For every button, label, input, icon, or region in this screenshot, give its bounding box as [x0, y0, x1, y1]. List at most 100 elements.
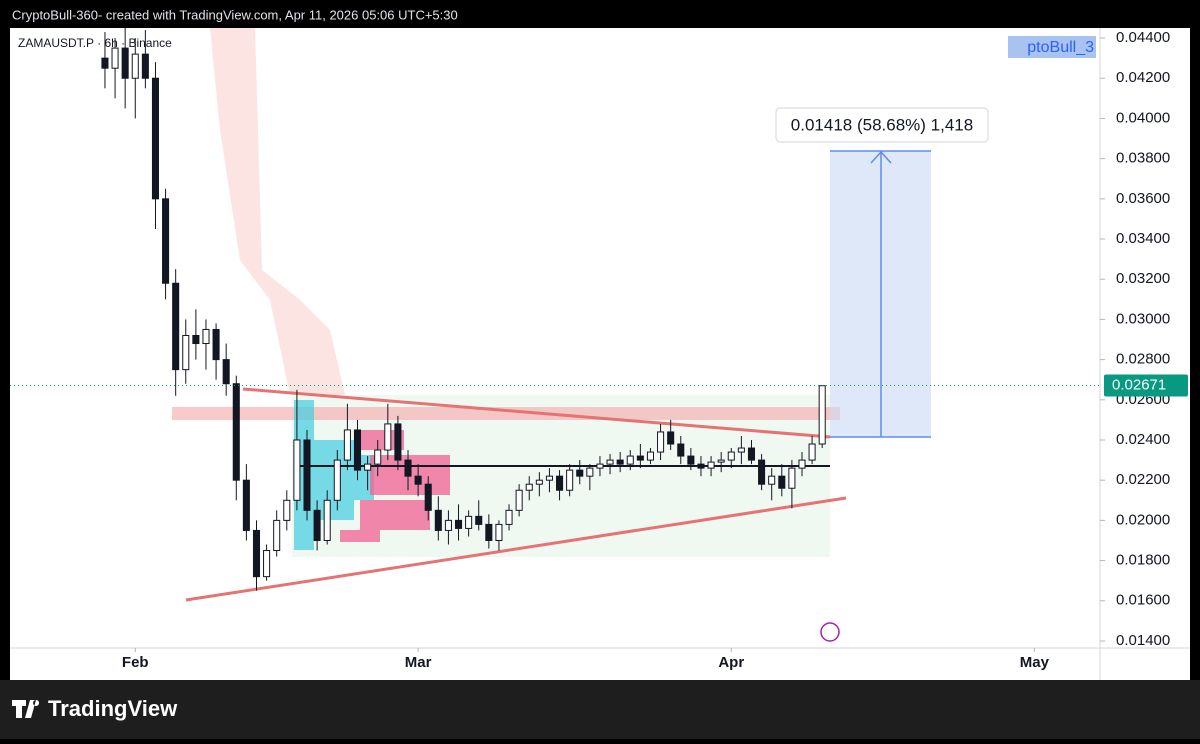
- candle-body: [353, 429, 362, 471]
- candle-body: [202, 328, 210, 345]
- candle-body: [394, 423, 402, 461]
- measure-label: 0.01418 (58.68%) 1,418: [791, 115, 973, 134]
- credit: CryptoBull-360- created with TradingView…: [12, 7, 458, 22]
- candle-body: [293, 439, 301, 501]
- candle-body: [333, 459, 341, 501]
- y-tick-label: 0.03800: [1116, 150, 1170, 167]
- footer-bar: [0, 680, 1200, 739]
- candle-body: [222, 359, 230, 385]
- x-tick-label: Feb: [122, 654, 149, 671]
- y-tick-label: 0.04200: [1116, 69, 1170, 86]
- x-tick-label: Mar: [405, 654, 432, 671]
- event-icon: [820, 622, 840, 642]
- candle-body: [818, 385, 826, 445]
- candle-body: [131, 53, 139, 79]
- candle-body: [667, 431, 675, 445]
- candle-body: [384, 423, 392, 451]
- y-tick-label: 0.02800: [1116, 351, 1170, 368]
- candle-body: [677, 443, 685, 457]
- candle-body: [657, 431, 665, 453]
- candle-body: [162, 198, 170, 284]
- candle-body: [111, 47, 119, 69]
- candle-body: [101, 57, 109, 69]
- candle-body: [707, 461, 715, 469]
- candle-body: [151, 77, 159, 200]
- candle-body: [414, 475, 422, 485]
- last-price-tag: [1104, 374, 1188, 397]
- candle-body: [374, 449, 382, 465]
- candle-body: [606, 459, 614, 465]
- candle-body: [616, 459, 624, 465]
- candle-body: [515, 489, 523, 511]
- candle-body: [212, 328, 220, 361]
- y-tick-label: 0.02000: [1116, 511, 1170, 528]
- candle-body: [343, 429, 351, 461]
- y-tick-label: 0.01800: [1116, 552, 1170, 569]
- last-price-label: 0.02671: [1112, 376, 1166, 393]
- candle-body: [172, 282, 180, 371]
- y-tick-label: 0.03400: [1116, 230, 1170, 247]
- chart-area: [10, 28, 1190, 680]
- candle-body: [323, 499, 331, 541]
- y-tick-label: 0.04400: [1116, 29, 1170, 46]
- candle-body: [808, 443, 816, 461]
- candle-body: [232, 383, 240, 481]
- candle-body: [364, 463, 372, 471]
- candle-body: [313, 509, 321, 541]
- trend-lower: [185, 496, 847, 602]
- candle-body: [475, 515, 483, 525]
- y-tick-label: 0.04000: [1116, 109, 1170, 126]
- candle-body: [252, 529, 261, 578]
- candle-body: [626, 455, 634, 465]
- x-tick-label: Apr: [718, 654, 744, 671]
- candle-body: [545, 475, 553, 481]
- candle-body: [586, 467, 594, 477]
- candle-body: [444, 519, 452, 531]
- trend-upper: [242, 387, 831, 439]
- candle-body: [717, 459, 725, 463]
- candle-body: [556, 475, 564, 491]
- candle-body: [141, 53, 149, 79]
- candle-body: [737, 447, 745, 453]
- measure-arrowhead: [870, 150, 892, 164]
- candle-body: [778, 475, 786, 489]
- candle-body: [596, 463, 604, 469]
- candle-body: [535, 479, 543, 485]
- brand: TradingView: [48, 696, 178, 721]
- measure-label-box: [775, 107, 989, 143]
- candle-body: [687, 455, 695, 465]
- cloud-red: [210, 28, 345, 395]
- y-tick-label: 0.03600: [1116, 190, 1170, 207]
- candle-body: [768, 475, 776, 485]
- candle-body: [636, 455, 644, 461]
- symbol-title: ZAMAUSDT.P · 6h · Binance: [18, 36, 172, 50]
- candle-body: [283, 499, 291, 521]
- candle-body: [485, 523, 493, 541]
- volume-profile-down: [340, 430, 450, 542]
- candle-body: [465, 515, 473, 529]
- x-tick-label: May: [1020, 654, 1050, 671]
- candle-body: [454, 519, 463, 529]
- candle-body: [525, 483, 533, 491]
- candle-body: [303, 439, 311, 511]
- candle-body: [646, 451, 654, 461]
- candle-body: [434, 509, 442, 531]
- y-tick-label: 0.01600: [1116, 592, 1170, 609]
- candle-body: [697, 463, 705, 469]
- y-tick-label: 0.03200: [1116, 270, 1170, 287]
- candle-body: [495, 523, 503, 541]
- candle-body: [727, 451, 735, 461]
- y-tick-label: 0.01400: [1116, 632, 1170, 649]
- candle-body: [273, 519, 281, 552]
- candle-body: [798, 459, 806, 469]
- candle-body: [263, 550, 271, 578]
- logo: [12, 700, 40, 718]
- candle-body: [788, 467, 796, 489]
- candle-body: [576, 469, 584, 477]
- plot: 0.01400 0.01600 0.01800 0.02000 0.02200 0.024…: [10, 28, 1188, 671]
- candle-body: [747, 447, 756, 461]
- candle-body: [242, 479, 250, 531]
- candle-body: [424, 483, 432, 511]
- candle-body: [566, 469, 574, 491]
